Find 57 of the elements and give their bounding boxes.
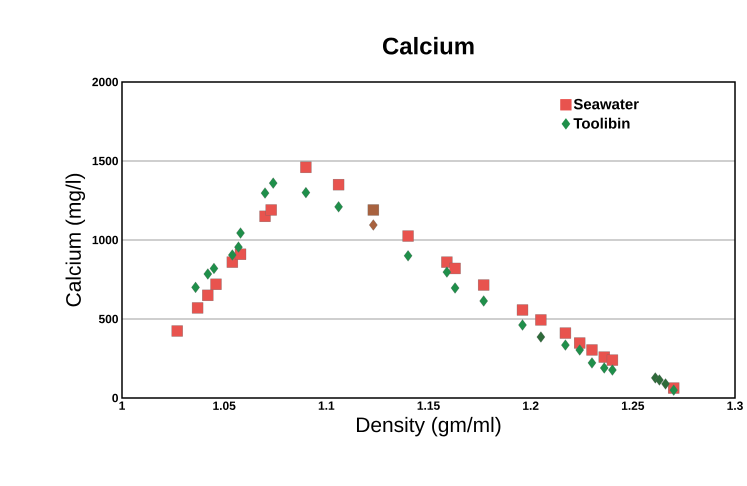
point <box>302 186 310 198</box>
y-tick-label: 1000 <box>92 236 118 244</box>
x-tick-label: 1.1 <box>318 402 334 410</box>
point <box>661 378 670 390</box>
point <box>234 241 243 253</box>
x-axis-title: Density (gm/ml) <box>356 416 500 436</box>
point <box>404 250 412 262</box>
point <box>518 319 527 331</box>
x-tick-label: 1.2 <box>523 402 539 410</box>
point <box>369 219 378 231</box>
point <box>478 279 490 291</box>
x-tick-label: 1.05 <box>213 402 236 410</box>
point <box>586 344 598 356</box>
y-tick-label: 1500 <box>92 156 118 166</box>
point <box>204 268 212 280</box>
chart-title: Calcium <box>382 36 474 54</box>
point <box>300 162 312 173</box>
point <box>655 374 664 386</box>
x-tick-label: 1.3 <box>727 402 743 410</box>
point <box>450 282 460 294</box>
point <box>479 295 488 307</box>
point <box>334 201 343 212</box>
legend-label: Toolibin <box>574 118 630 129</box>
point <box>202 290 214 301</box>
point <box>608 364 617 376</box>
point <box>192 302 204 314</box>
point <box>575 344 584 356</box>
point <box>535 314 547 326</box>
point <box>172 325 183 337</box>
point <box>228 249 237 261</box>
point <box>600 362 608 374</box>
x-tick-label: 1 <box>119 402 125 410</box>
point <box>191 282 200 294</box>
point <box>606 354 618 366</box>
point <box>260 187 270 199</box>
point <box>268 177 278 189</box>
y-tick-label: 0 <box>112 394 118 402</box>
point <box>516 304 528 316</box>
y-tick-label: 500 <box>98 314 118 324</box>
point <box>402 230 414 242</box>
point <box>332 179 344 190</box>
point <box>210 262 218 274</box>
y-tick-label: 2000 <box>92 78 118 86</box>
point <box>236 227 245 239</box>
x-tick-label: 1.15 <box>418 402 440 410</box>
x-tick-label: 1.25 <box>622 402 644 410</box>
point <box>266 204 277 216</box>
point <box>536 331 546 343</box>
y-axis-title: Calcium (mg/l) <box>66 174 86 306</box>
point <box>449 262 461 274</box>
point <box>368 204 379 216</box>
point <box>561 339 570 351</box>
point <box>588 357 596 369</box>
legend-label: Seawater <box>574 98 639 110</box>
point <box>560 327 572 339</box>
point <box>442 266 452 278</box>
point <box>210 278 222 290</box>
